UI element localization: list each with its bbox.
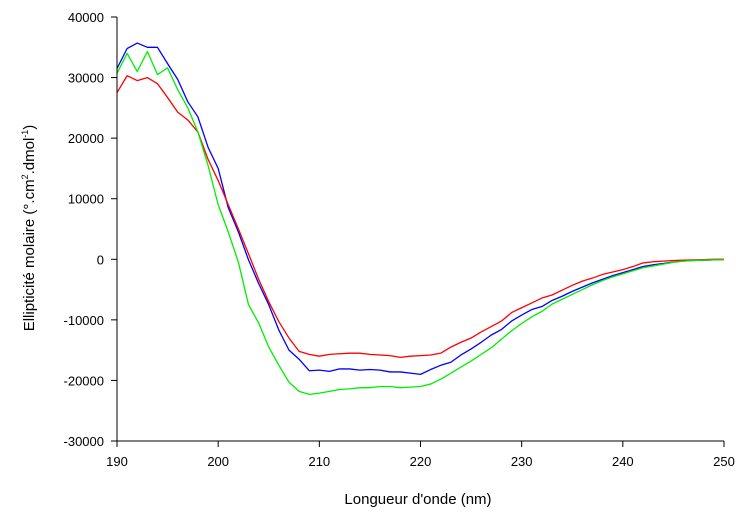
series-layer	[116, 42, 724, 396]
y-tick-label: 30000	[68, 71, 104, 86]
x-tick-label: 200	[207, 454, 229, 469]
y-axis-title: Ellipticité molaire (°.cm2.dmol-1)	[20, 125, 38, 332]
y-tick-label: 0	[97, 252, 104, 267]
x-tick-label: 210	[308, 454, 330, 469]
ticks-layer: 190 200 210 220 230 240 250 -30000 -20000 -10000 0…	[64, 10, 735, 469]
y-tick-label: -30000	[64, 434, 104, 449]
y-axis-title-part-2: .dmol	[21, 138, 38, 175]
y-axis-title-part-1: Ellipticité molaire (°.cm	[21, 179, 38, 331]
y-axis-title-part-3: )	[21, 125, 38, 130]
x-tick-label: 250	[713, 454, 735, 469]
x-tick-label: 240	[612, 454, 634, 469]
y-tick-label: 10000	[68, 192, 104, 207]
axes-layer	[116, 17, 724, 442]
series-line-3	[116, 50, 724, 396]
series-line-2	[116, 75, 724, 359]
y-axis-title-sup-1: 2	[20, 174, 30, 179]
y-tick-label: -20000	[64, 373, 104, 388]
y-axis-title-sup-2: -1	[20, 130, 30, 138]
y-tick-label: 20000	[68, 131, 104, 146]
y-tick-label: 40000	[68, 10, 104, 25]
x-axis-title: Longueur d'onde (nm)	[344, 491, 491, 508]
x-tick-label: 230	[511, 454, 533, 469]
series-line-1	[116, 42, 724, 376]
x-tick-label: 220	[410, 454, 432, 469]
x-tick-label: 190	[106, 454, 128, 469]
y-tick-label: -10000	[64, 313, 104, 328]
